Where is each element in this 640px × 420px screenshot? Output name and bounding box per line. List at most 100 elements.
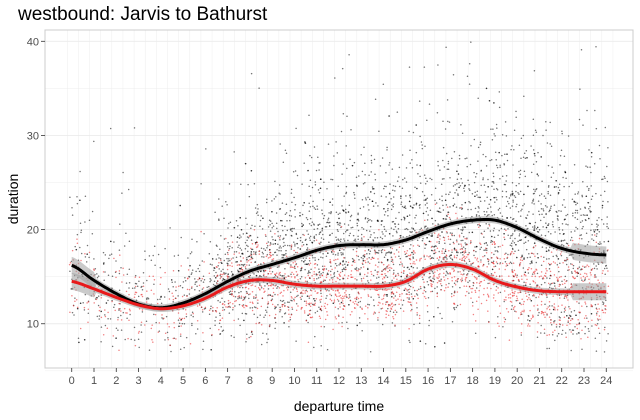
scatter-point — [438, 273, 440, 276]
scatter-point — [590, 269, 593, 271]
scatter-point — [606, 225, 608, 228]
scatter-point — [453, 247, 456, 250]
scatter-point — [394, 309, 397, 312]
scatter-point — [416, 312, 418, 314]
scatter-point — [527, 185, 529, 188]
scatter-point — [476, 277, 478, 279]
scatter-point — [251, 243, 254, 245]
scatter-point — [430, 249, 433, 252]
scatter-point — [480, 169, 483, 172]
scatter-point — [570, 283, 572, 285]
scatter-point — [519, 262, 522, 264]
scatter-point — [120, 329, 123, 331]
scatter-point — [401, 304, 404, 306]
scatter-point — [567, 266, 570, 268]
scatter-point — [198, 277, 201, 279]
scatter-point — [389, 246, 392, 249]
scatter-point — [477, 223, 479, 226]
scatter-point — [530, 252, 533, 255]
scatter-point — [353, 194, 356, 196]
scatter-point — [408, 339, 410, 342]
scatter-point — [452, 268, 455, 270]
scatter-point — [428, 276, 430, 279]
scatter-point — [504, 318, 507, 321]
scatter-point — [190, 273, 193, 276]
scatter-point — [567, 223, 569, 226]
scatter-point — [301, 183, 303, 185]
scatter-point — [412, 272, 415, 275]
scatter-point — [76, 307, 79, 310]
scatter-point — [115, 270, 117, 273]
scatter-point — [308, 114, 310, 116]
scatter-point — [420, 227, 423, 229]
scatter-point — [398, 295, 401, 298]
scatter-point — [446, 232, 448, 234]
scatter-point — [548, 249, 550, 252]
scatter-point — [563, 297, 566, 299]
scatter-point — [504, 268, 506, 271]
scatter-point — [246, 338, 248, 340]
scatter-point — [115, 276, 117, 279]
scatter-point — [487, 263, 490, 265]
scatter-point — [548, 301, 551, 303]
scatter-point — [343, 249, 345, 251]
scatter-point — [231, 241, 234, 243]
scatter-point — [248, 293, 250, 296]
scatter-point — [595, 276, 597, 278]
scatter-point — [482, 255, 484, 258]
scatter-point — [203, 261, 205, 263]
scatter-point — [594, 234, 596, 236]
scatter-point — [276, 275, 278, 278]
scatter-point — [373, 158, 376, 161]
scatter-point — [412, 227, 415, 230]
scatter-point — [423, 274, 425, 277]
scatter-point — [246, 292, 248, 295]
scatter-point — [505, 308, 508, 310]
scatter-point — [223, 301, 226, 303]
scatter-point — [347, 239, 349, 242]
scatter-point — [140, 286, 142, 288]
scatter-point — [536, 309, 539, 311]
scatter-point — [543, 328, 546, 330]
scatter-point — [569, 315, 572, 317]
scatter-point — [493, 196, 495, 199]
scatter-point — [251, 301, 254, 304]
scatter-point — [238, 303, 241, 306]
scatter-point — [540, 324, 542, 327]
scatter-point — [242, 299, 244, 302]
scatter-point — [218, 262, 220, 264]
scatter-point — [118, 308, 120, 310]
scatter-point — [377, 304, 379, 307]
scatter-point — [465, 262, 468, 264]
scatter-point — [504, 121, 507, 123]
scatter-point — [473, 138, 476, 141]
scatter-point — [146, 290, 148, 292]
scatter-point — [291, 266, 294, 269]
scatter-point — [293, 227, 295, 230]
scatter-point — [533, 227, 536, 230]
scatter-point — [540, 156, 542, 158]
scatter-point — [386, 289, 389, 291]
scatter-point — [449, 257, 452, 259]
scatter-point — [462, 235, 465, 238]
scatter-point — [336, 298, 339, 301]
scatter-point — [504, 261, 507, 263]
scatter-point — [524, 241, 527, 244]
scatter-point — [269, 230, 272, 232]
scatter-point — [278, 236, 281, 239]
scatter-point — [404, 207, 407, 209]
scatter-point — [515, 184, 518, 187]
scatter-point — [314, 262, 317, 265]
scatter-point — [504, 253, 506, 256]
scatter-point — [515, 190, 517, 193]
scatter-point — [254, 225, 256, 228]
scatter-point — [349, 215, 352, 218]
scatter-point — [381, 248, 384, 251]
scatter-point — [237, 224, 239, 227]
scatter-point — [400, 271, 403, 274]
scatter-point — [279, 274, 282, 276]
scatter-point — [394, 190, 396, 192]
scatter-point — [389, 266, 391, 269]
scatter-point — [316, 205, 318, 207]
